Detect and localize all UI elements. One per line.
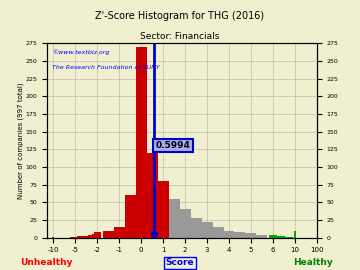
Bar: [94, 232, 101, 238]
Bar: [246, 233, 256, 238]
Bar: [288, 237, 291, 238]
Bar: [224, 231, 234, 238]
Text: ©www.textbiz.org: ©www.textbiz.org: [52, 49, 109, 55]
Bar: [283, 236, 285, 238]
Text: Healthy: Healthy: [293, 258, 333, 267]
Bar: [136, 47, 147, 238]
Bar: [280, 236, 283, 238]
Text: 0.5994: 0.5994: [156, 141, 190, 150]
Text: Sector: Financials: Sector: Financials: [140, 32, 220, 41]
Bar: [92, 234, 95, 238]
Bar: [77, 236, 81, 238]
Bar: [270, 235, 276, 238]
Bar: [147, 153, 158, 238]
Bar: [291, 237, 293, 238]
Bar: [190, 218, 202, 238]
Bar: [74, 237, 77, 238]
Bar: [52, 237, 54, 238]
Bar: [285, 237, 288, 238]
Bar: [85, 236, 88, 238]
Bar: [70, 237, 72, 238]
Bar: [294, 231, 296, 238]
Bar: [88, 235, 92, 238]
Bar: [180, 209, 190, 238]
Bar: [202, 222, 212, 238]
Bar: [103, 231, 114, 238]
Y-axis label: Number of companies (997 total): Number of companies (997 total): [17, 82, 24, 199]
Bar: [114, 227, 125, 238]
Bar: [72, 237, 74, 238]
Bar: [256, 235, 267, 238]
Bar: [81, 236, 85, 238]
Bar: [125, 195, 136, 238]
Bar: [277, 236, 280, 238]
Bar: [168, 199, 180, 238]
Text: Score: Score: [166, 258, 194, 267]
Text: Unhealthy: Unhealthy: [21, 258, 73, 267]
Text: Z'-Score Histogram for THG (2016): Z'-Score Histogram for THG (2016): [95, 11, 265, 21]
Text: The Research Foundation of SUNY: The Research Foundation of SUNY: [52, 65, 160, 70]
Bar: [234, 232, 246, 238]
Bar: [274, 235, 277, 238]
Bar: [212, 227, 224, 238]
Bar: [158, 181, 168, 238]
